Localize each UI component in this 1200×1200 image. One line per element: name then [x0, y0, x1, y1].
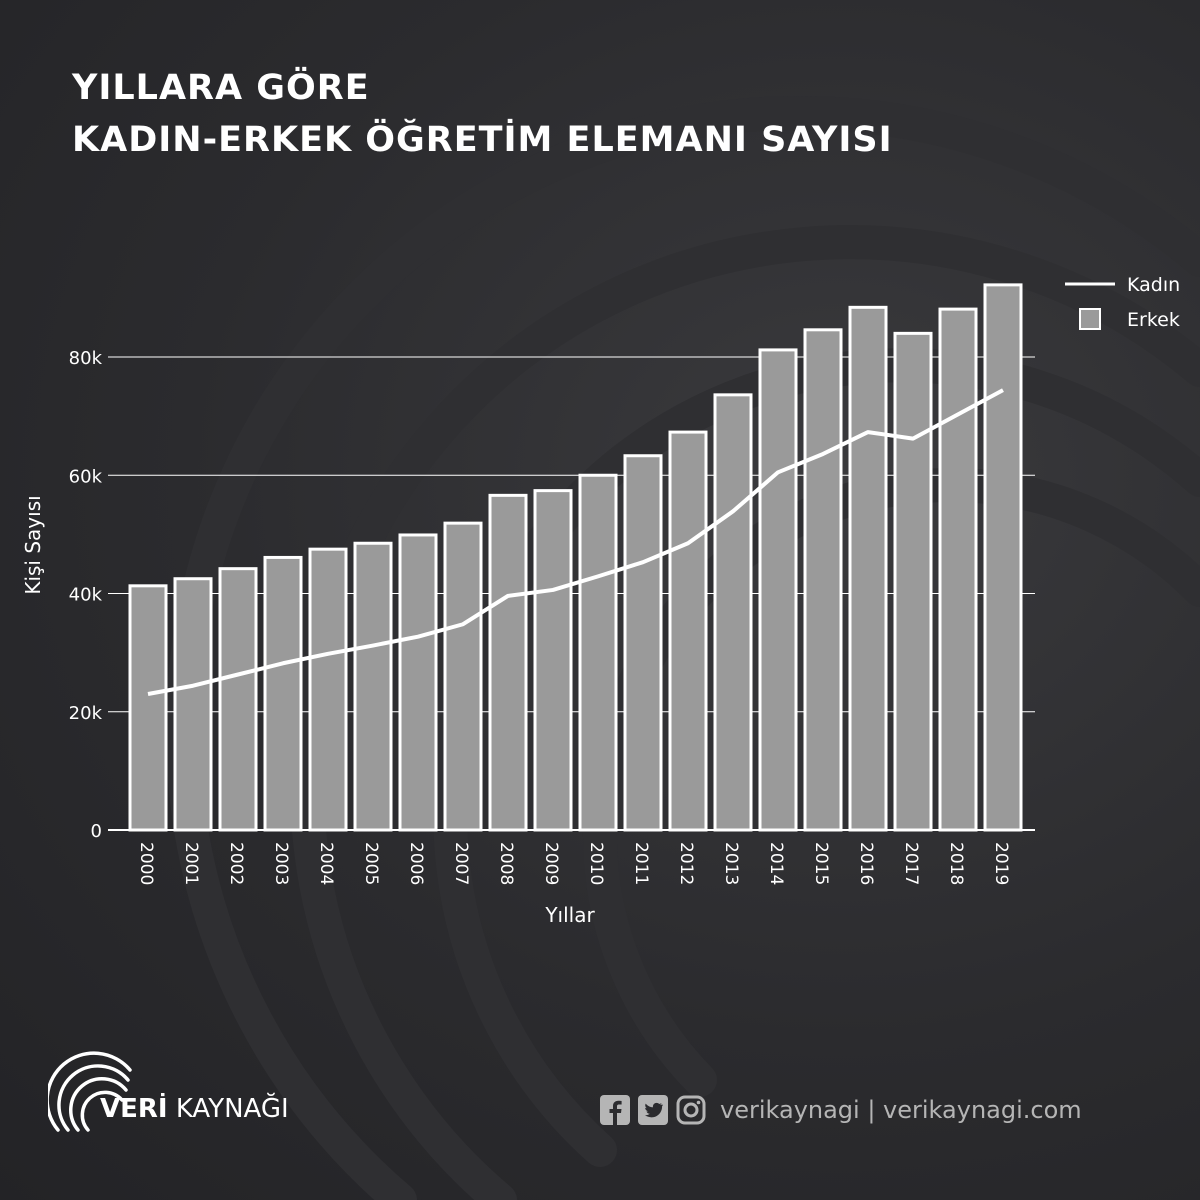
twitter-icon[interactable]: [638, 1095, 668, 1125]
bar-erkek-2008: [488, 493, 528, 832]
y-tick-label: 20k: [69, 703, 103, 724]
x-tick-label: 2002: [226, 842, 246, 885]
bar-erkek-2014: [758, 348, 798, 832]
x-axis-label: Yıllar: [544, 903, 595, 927]
bar-erkek-2000: [128, 584, 168, 832]
y-axis-label: Kişi Sayısı: [21, 495, 45, 594]
brand-name-rest: KAYNAĞI: [167, 1094, 289, 1124]
bar-erkek-2001: [173, 577, 213, 832]
bar-erkek-2009: [533, 489, 573, 832]
legend-label-erkek: Erkek: [1127, 309, 1180, 331]
x-tick-label: 2011: [631, 842, 651, 885]
x-tick-label: 2013: [721, 842, 741, 885]
bar-erkek-2005: [353, 541, 393, 832]
y-tick-labels: 0 20k 40k 60k 80k: [69, 348, 103, 842]
bar-erkek-2011: [623, 454, 663, 832]
legend: Kadın Erkek: [1065, 274, 1180, 331]
x-tick-label: 2006: [406, 842, 426, 885]
bar-erkek-2018: [938, 307, 978, 832]
bar-erkek-2012: [668, 430, 708, 832]
x-tick-label: 2009: [541, 842, 561, 885]
y-tick-label: 60k: [69, 466, 103, 487]
x-tick-label: 2017: [901, 842, 921, 885]
bar-erkek-2015: [803, 328, 843, 832]
x-tick-label: 2003: [271, 842, 291, 885]
bar-erkek-2006: [398, 533, 438, 832]
line-kadin: [147, 388, 1004, 696]
bar-erkek-2013: [713, 393, 753, 832]
legend-bar-swatch: [1079, 308, 1101, 330]
social-links: verikaynagi | verikaynagi.com: [600, 1095, 1082, 1125]
instagram-icon[interactable]: [676, 1095, 706, 1125]
brand-name: VERİ KAYNAĞI: [100, 1094, 289, 1124]
title-line-2: KADIN-ERKEK ÖĞRETİM ELEMANI SAYISI: [72, 120, 893, 160]
x-tick-label: 2010: [586, 842, 606, 885]
x-tick-label: 2015: [811, 842, 831, 885]
x-tick-label: 2001: [181, 842, 201, 885]
chart-title: YILLARA GÖRE KADIN-ERKEK ÖĞRETİM ELEMANI…: [72, 62, 893, 166]
y-tick-label: 40k: [69, 585, 103, 606]
x-tick-label: 2004: [316, 842, 336, 885]
title-line-1: YILLARA GÖRE: [72, 68, 370, 108]
y-tick-label: 0: [91, 821, 102, 842]
bar-erkek-2004: [308, 547, 348, 832]
brand-logo-icon: [48, 1051, 132, 1132]
x-tick-label: 2000: [136, 842, 156, 885]
x-tick-label: 2014: [766, 842, 786, 885]
x-tick-label: 2007: [451, 842, 471, 885]
x-tick-label: 2016: [856, 842, 876, 885]
x-tick-label: 2018: [946, 842, 966, 885]
bar-erkek-2002: [218, 567, 258, 832]
x-tick-label: 2008: [496, 842, 516, 885]
bar-erkek-2017: [893, 331, 933, 832]
y-tick-label: 80k: [69, 348, 103, 369]
social-handle-text: verikaynagi | verikaynagi.com: [720, 1096, 1082, 1124]
facebook-icon[interactable]: [600, 1095, 630, 1125]
bar-erkek-2019: [983, 283, 1023, 832]
x-tick-label: 2012: [676, 842, 696, 885]
bar-erkek-2016: [848, 305, 888, 832]
bars-erkek: [128, 283, 1023, 832]
x-tick-label: 2005: [361, 842, 381, 885]
bar-erkek-2003: [263, 555, 303, 832]
x-tick-label: 2019: [991, 842, 1011, 885]
bar-erkek-2007: [443, 521, 483, 832]
x-tick-labels: 2000 2001 2002 2003 2004 2005 2006 2007 2008 2009…: [136, 842, 1011, 885]
brand-name-bold: VERİ: [100, 1094, 168, 1124]
bar-erkek-2010: [578, 473, 618, 832]
legend-label-kadin: Kadın: [1127, 274, 1180, 296]
